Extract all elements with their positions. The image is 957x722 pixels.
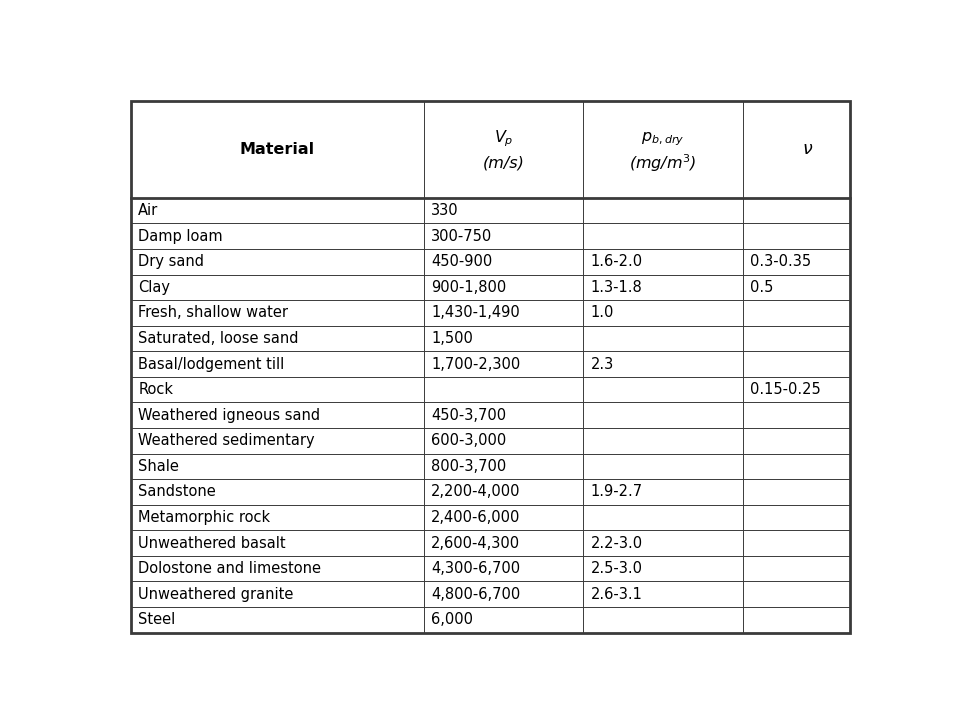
Text: Metamorphic rock: Metamorphic rock — [138, 510, 270, 525]
Text: Steel: Steel — [138, 612, 175, 627]
Text: Air: Air — [138, 203, 159, 218]
Text: 1,500: 1,500 — [432, 331, 473, 346]
Text: Clay: Clay — [138, 280, 170, 295]
Text: 1.0: 1.0 — [590, 305, 614, 321]
Text: 0.3-0.35: 0.3-0.35 — [750, 254, 812, 269]
Text: 2,600-4,300: 2,600-4,300 — [432, 536, 521, 551]
Text: Shale: Shale — [138, 459, 179, 474]
Text: 1.6-2.0: 1.6-2.0 — [590, 254, 643, 269]
Text: 4,800-6,700: 4,800-6,700 — [432, 587, 521, 601]
Text: 1.3-1.8: 1.3-1.8 — [590, 280, 642, 295]
Text: $\mathit{p_{b,dry}}$: $\mathit{p_{b,dry}}$ — [641, 131, 684, 148]
Text: 0.5: 0.5 — [750, 280, 773, 295]
Text: 900-1,800: 900-1,800 — [432, 280, 506, 295]
Text: Dolostone and limestone: Dolostone and limestone — [138, 561, 322, 576]
Text: 2.5-3.0: 2.5-3.0 — [590, 561, 642, 576]
Text: 2.3: 2.3 — [590, 357, 613, 372]
Text: Rock: Rock — [138, 382, 173, 397]
Text: 800-3,700: 800-3,700 — [432, 459, 506, 474]
Text: 1,430-1,490: 1,430-1,490 — [432, 305, 520, 321]
Text: Fresh, shallow water: Fresh, shallow water — [138, 305, 288, 321]
Text: Basal/lodgement till: Basal/lodgement till — [138, 357, 284, 372]
Text: Weathered sedimentary: Weathered sedimentary — [138, 433, 315, 448]
Text: 2.2-3.0: 2.2-3.0 — [590, 536, 643, 551]
Text: Weathered igneous sand: Weathered igneous sand — [138, 408, 321, 422]
Text: 450-3,700: 450-3,700 — [432, 408, 506, 422]
Text: Saturated, loose sand: Saturated, loose sand — [138, 331, 299, 346]
Text: 2,400-6,000: 2,400-6,000 — [432, 510, 521, 525]
Text: 0.15-0.25: 0.15-0.25 — [750, 382, 821, 397]
Text: 450-900: 450-900 — [432, 254, 493, 269]
Text: $\mathit{V_p}$: $\mathit{V_p}$ — [494, 129, 513, 149]
Text: 4,300-6,700: 4,300-6,700 — [432, 561, 521, 576]
Text: $\mathit{\nu}$: $\mathit{\nu}$ — [802, 140, 813, 158]
Text: Unweathered granite: Unweathered granite — [138, 587, 294, 601]
Text: 2.6-3.1: 2.6-3.1 — [590, 587, 642, 601]
Text: 1.9-2.7: 1.9-2.7 — [590, 484, 643, 500]
Text: 2,200-4,000: 2,200-4,000 — [432, 484, 521, 500]
Text: (mg/m$^3$): (mg/m$^3$) — [630, 152, 697, 174]
Text: 6,000: 6,000 — [432, 612, 473, 627]
Text: (m/s): (m/s) — [482, 155, 524, 170]
Text: Unweathered basalt: Unweathered basalt — [138, 536, 286, 551]
Text: Damp loam: Damp loam — [138, 229, 223, 244]
Text: Dry sand: Dry sand — [138, 254, 204, 269]
Text: 300-750: 300-750 — [432, 229, 493, 244]
Text: Sandstone: Sandstone — [138, 484, 216, 500]
Text: Material: Material — [239, 142, 315, 157]
Text: 600-3,000: 600-3,000 — [432, 433, 506, 448]
Text: 1,700-2,300: 1,700-2,300 — [432, 357, 521, 372]
Text: 330: 330 — [432, 203, 458, 218]
